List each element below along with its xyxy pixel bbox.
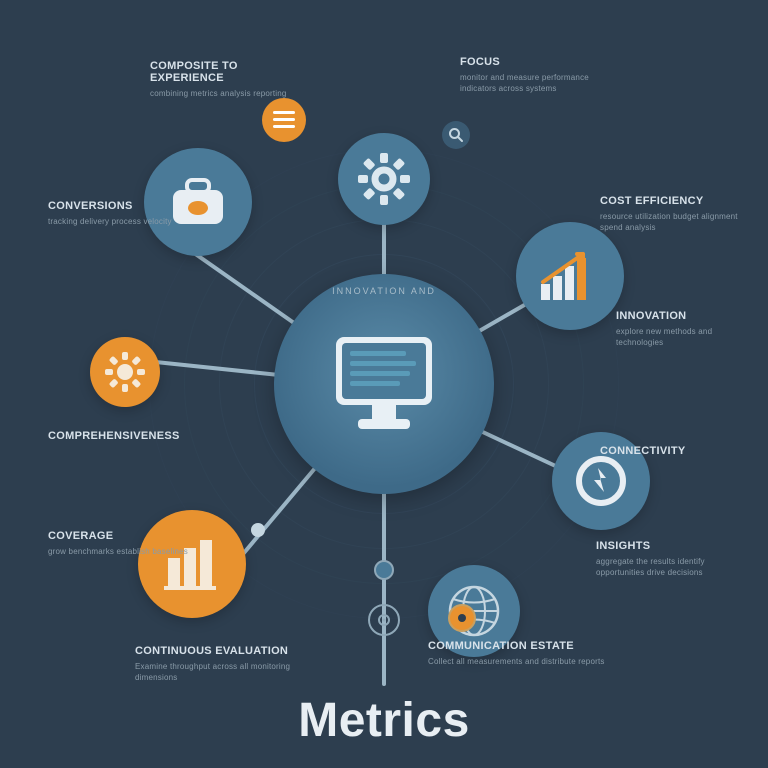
barchart-icon: [537, 248, 603, 304]
spoke-s: [382, 486, 386, 686]
label-1-title: Focus: [460, 56, 620, 68]
power-icon: [574, 454, 628, 508]
monitor-icon: [324, 329, 444, 439]
label-10-title: Communication estate: [428, 640, 628, 652]
label-5: Comprehensiveness: [48, 430, 188, 446]
label-9-body: Examine throughput across all monitoring…: [135, 661, 315, 683]
gear-icon: [356, 151, 412, 207]
mini-dot-1: [374, 560, 394, 580]
menu-icon: [273, 111, 295, 129]
node-chart: [516, 222, 624, 330]
label-7-body: grow benchmarks establish baselines: [48, 546, 188, 557]
label-4: Innovation explore new methods and techn…: [616, 310, 746, 348]
label-8: Insights aggregate the results identify …: [596, 540, 746, 578]
label-1: Focus monitor and measure performance in…: [460, 56, 620, 94]
label-0: Composite to experience combining metric…: [150, 60, 300, 99]
mini-mag: [442, 121, 470, 149]
label-2-body: tracking delivery process velocity: [48, 216, 178, 227]
label-5-title: Comprehensiveness: [48, 430, 188, 442]
label-7-title: Coverage: [48, 530, 188, 542]
label-6-title: Connectivity: [600, 445, 740, 457]
label-3-body: resource utilization budget alignment sp…: [600, 211, 740, 233]
label-4-title: Innovation: [616, 310, 746, 322]
label-4-body: explore new methods and technologies: [616, 326, 746, 348]
node-gear: [338, 133, 430, 225]
label-8-body: aggregate the results identify opportuni…: [596, 556, 746, 578]
node-columns: [138, 510, 246, 618]
center-node: [274, 274, 494, 494]
target-icon: [376, 612, 392, 628]
label-1-body: monitor and measure performance indicato…: [460, 72, 620, 94]
label-10-body: Collect all measurements and distribute …: [428, 656, 628, 667]
node-gearbadge: [90, 337, 160, 407]
label-0-title: Composite to experience: [150, 60, 300, 84]
label-0-body: combining metrics analysis reporting: [150, 88, 300, 99]
mini-dot-2: [251, 523, 265, 537]
label-6: Connectivity: [600, 445, 740, 461]
main-title: Metrics: [298, 693, 470, 748]
label-3: Cost efficiency resource utilization bud…: [600, 195, 740, 233]
mag-icon: [448, 127, 464, 143]
label-9-title: Continuous evaluation: [135, 645, 315, 657]
center-curved-label: Innovation and: [332, 286, 436, 296]
label-10: Communication estate Collect all measure…: [428, 640, 628, 667]
label-2-title: Conversions: [48, 200, 178, 212]
infographic-canvas: Innovation and: [0, 0, 768, 768]
label-3-title: Cost efficiency: [600, 195, 740, 207]
mini-badge: [448, 604, 476, 632]
gearsm-icon: [104, 351, 146, 393]
label-7: Coverage grow benchmarks establish basel…: [48, 530, 188, 557]
label-9: Continuous evaluation Examine throughput…: [135, 645, 315, 683]
mini-menu: [262, 98, 306, 142]
label-8-title: Insights: [596, 540, 746, 552]
mini-target: [368, 604, 400, 636]
label-2: Conversions tracking delivery process ve…: [48, 200, 178, 227]
